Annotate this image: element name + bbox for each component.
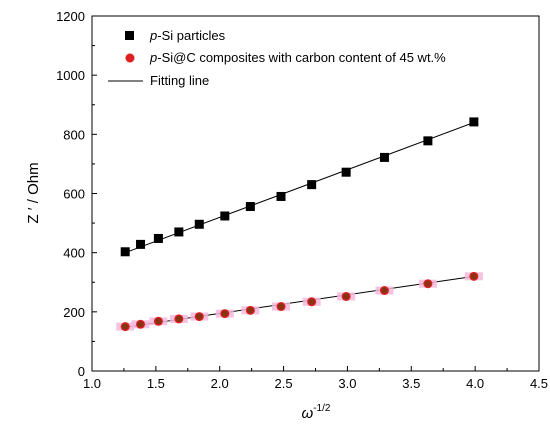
fitting-lines xyxy=(125,122,475,328)
x-axis: 1.0 1.5 2.0 2.5 3.0 3.5 4.0 4.5 xyxy=(83,366,548,391)
psic-point-overlap xyxy=(424,280,432,287)
x-tick-label: 2.0 xyxy=(211,376,229,391)
y-tick-label: 1000 xyxy=(56,68,85,83)
psi-point xyxy=(136,239,146,249)
x-tick-label: 3.5 xyxy=(402,376,420,391)
psic-point-overlap xyxy=(221,310,229,317)
x-tick-label: 1.5 xyxy=(147,376,165,391)
psic-point-overlap xyxy=(137,321,144,328)
psi-point xyxy=(423,136,433,146)
y-tick-label: 800 xyxy=(63,127,85,142)
psic-point-overlap xyxy=(122,323,129,330)
y-tick-label: 200 xyxy=(63,305,85,320)
psic-point-overlap xyxy=(342,293,350,300)
legend-label-psi: p-Si particles xyxy=(149,28,226,43)
psi-point xyxy=(307,180,317,190)
x-tick-label: 4.5 xyxy=(530,376,548,391)
psi-point xyxy=(153,233,163,243)
data-series xyxy=(116,117,483,332)
psi-point xyxy=(341,167,351,177)
psi-point xyxy=(245,202,255,212)
x-axis-title: ω-1/2 xyxy=(302,403,331,422)
y-tick-label: 400 xyxy=(63,246,85,261)
x-axis-title-base: ω xyxy=(302,405,314,422)
psi-point xyxy=(174,227,184,237)
psic-point-overlap xyxy=(381,287,388,294)
psi-point xyxy=(469,117,479,127)
psic-point-overlap xyxy=(196,313,203,320)
y-tick-label: 0 xyxy=(78,364,85,379)
legend-marker-square xyxy=(125,31,134,40)
psic-point-overlap xyxy=(175,315,183,323)
psic-point-overlap xyxy=(308,298,315,305)
psi-point xyxy=(194,219,204,229)
legend: p-Si particles p-Si@C composites with ca… xyxy=(108,28,446,88)
x-tick-label: 1.0 xyxy=(83,376,101,391)
x-tick-label: 3.0 xyxy=(338,376,356,391)
legend-marker-circle xyxy=(125,53,135,63)
psic-point-overlap xyxy=(470,273,478,280)
y-tick-label: 1200 xyxy=(56,9,85,24)
psi-point xyxy=(120,247,130,257)
x-axis-title-sup: -1/2 xyxy=(313,403,331,414)
y-tick-label: 600 xyxy=(63,187,85,202)
psi-point xyxy=(220,211,230,221)
y-axis: 0 200 400 600 800 1000 1200 xyxy=(56,9,97,379)
y-axis-title: Z ′ / Ohm xyxy=(25,162,42,223)
psic-point-overlap xyxy=(155,318,162,325)
legend-label-psic: p-Si@C composites with carbon content of… xyxy=(149,50,446,65)
x-tick-label: 4.0 xyxy=(466,376,484,391)
psic-point-overlap xyxy=(277,303,285,310)
psic-point-overlap xyxy=(247,307,254,314)
legend-label-fitting: Fitting line xyxy=(150,73,209,88)
psi-point xyxy=(379,152,389,162)
x-tick-label: 2.5 xyxy=(275,376,293,391)
psi-point xyxy=(276,191,286,201)
